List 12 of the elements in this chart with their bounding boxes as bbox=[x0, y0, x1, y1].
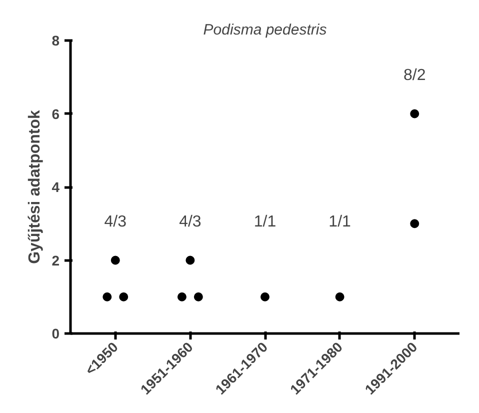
y-tick-label: 4 bbox=[52, 179, 60, 195]
y-tick-label: 2 bbox=[52, 252, 60, 268]
y-tick-label: 8 bbox=[52, 32, 60, 48]
annotation: 1/1 bbox=[328, 213, 352, 230]
y-tick-label: 0 bbox=[52, 326, 60, 342]
chart-title: Podisma pedestris bbox=[203, 22, 328, 38]
annotation: 4/3 bbox=[104, 213, 127, 230]
y-axis-title: Gyűjtési adatpontok bbox=[26, 110, 44, 264]
annotation: 8/2 bbox=[403, 66, 426, 84]
annotation: 1/1 bbox=[254, 213, 276, 230]
annotation: 4/3 bbox=[179, 213, 202, 230]
y-tick-label: 6 bbox=[52, 106, 60, 122]
